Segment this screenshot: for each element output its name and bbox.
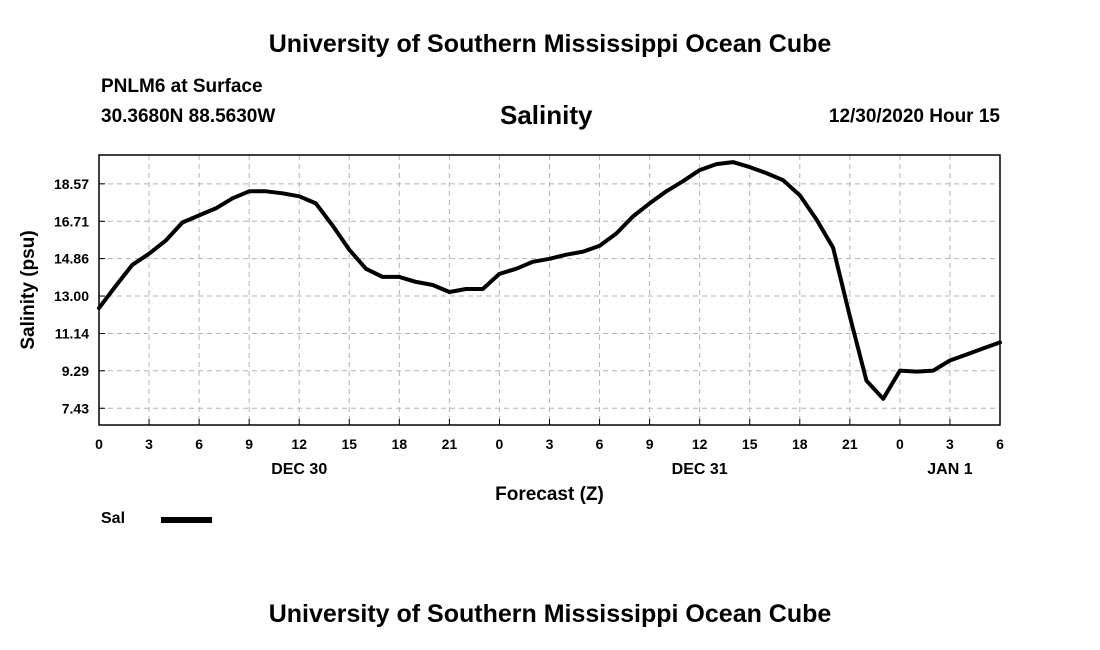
- y-tick-label: 14.86: [54, 251, 89, 267]
- legend-label: Sal: [101, 510, 126, 527]
- page-title: University of Southern Mississippi Ocean…: [268, 30, 832, 58]
- x-tick-label: 9: [245, 436, 253, 452]
- x-axis-title: Forecast (Z): [495, 484, 604, 505]
- y-tick-label: 16.71: [54, 213, 89, 229]
- x-tick-label: 3: [546, 436, 554, 452]
- axis-labels: 0 3 6 9 12 15 18 21 0 3 6 9 12 15 18 21 0 3 6 7.43 9.29 11.14…: [18, 176, 1004, 505]
- y-axis-title: Salinity (psu): [18, 230, 39, 349]
- y-tick-label: 9.29: [62, 363, 89, 379]
- y-tick-label: 13.00: [54, 288, 89, 304]
- series-layer: [97, 160, 1002, 401]
- date-label: JAN 1: [927, 461, 972, 478]
- x-tick-label: 18: [792, 436, 808, 452]
- x-tick-label: 3: [145, 436, 153, 452]
- run-time-label: 12/30/2020 Hour 15: [828, 106, 1000, 127]
- x-tick-label: 21: [442, 436, 458, 452]
- grid-lines: [99, 155, 1000, 425]
- footer-title: University of Southern Mississippi Ocean…: [268, 600, 832, 628]
- x-tick-label: 15: [742, 436, 758, 452]
- station-label: PNLM6 at Surface: [101, 76, 263, 97]
- x-tick-label: 15: [341, 436, 357, 452]
- y-tick-label: 11.14: [55, 326, 89, 342]
- chart-title: Salinity: [500, 100, 593, 130]
- x-tick-label: 3: [946, 436, 954, 452]
- y-tick-label: 18.57: [54, 176, 89, 192]
- series-line-sal: [97, 160, 1002, 401]
- axis-ticks: [98, 183, 1001, 425]
- x-tick-label: 0: [896, 436, 904, 452]
- x-tick-label: 18: [392, 436, 408, 452]
- y-tick-label: 7.43: [62, 400, 89, 416]
- x-tick-label: 12: [291, 436, 307, 452]
- x-tick-label: 0: [95, 436, 103, 452]
- date-label: DEC 31: [672, 461, 728, 478]
- x-tick-label: 0: [496, 436, 504, 452]
- date-label: DEC 30: [271, 461, 327, 478]
- x-tick-label: 12: [692, 436, 708, 452]
- x-tick-label: 6: [596, 436, 604, 452]
- x-tick-label: 6: [195, 436, 203, 452]
- x-tick-label: 6: [996, 436, 1004, 452]
- x-tick-label: 9: [646, 436, 654, 452]
- coordinates-label: 30.3680N 88.5630W: [101, 106, 276, 127]
- x-tick-label: 21: [842, 436, 858, 452]
- legend-swatch: [161, 517, 212, 523]
